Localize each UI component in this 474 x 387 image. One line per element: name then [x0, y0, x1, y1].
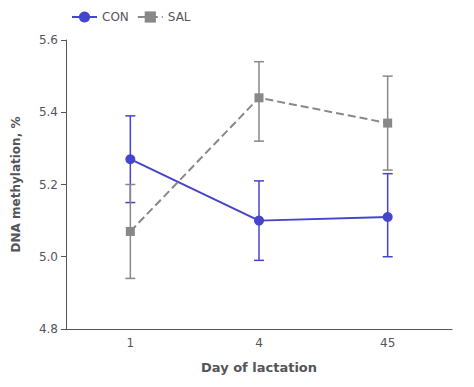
svg-text:1: 1: [127, 336, 135, 350]
svg-text:4: 4: [255, 336, 263, 350]
svg-text:5.2: 5.2: [39, 178, 58, 192]
svg-text:4.8: 4.8: [39, 322, 58, 336]
svg-text:5.0: 5.0: [39, 250, 58, 264]
svg-text:SAL: SAL: [168, 10, 191, 24]
svg-text:5.4: 5.4: [39, 105, 58, 119]
svg-text:DNA methylation, %: DNA methylation, %: [9, 117, 23, 253]
svg-text:Day of lactation: Day of lactation: [201, 360, 317, 375]
svg-text:45: 45: [380, 336, 395, 350]
svg-text:5.6: 5.6: [39, 33, 58, 47]
svg-text:CON: CON: [102, 10, 129, 24]
